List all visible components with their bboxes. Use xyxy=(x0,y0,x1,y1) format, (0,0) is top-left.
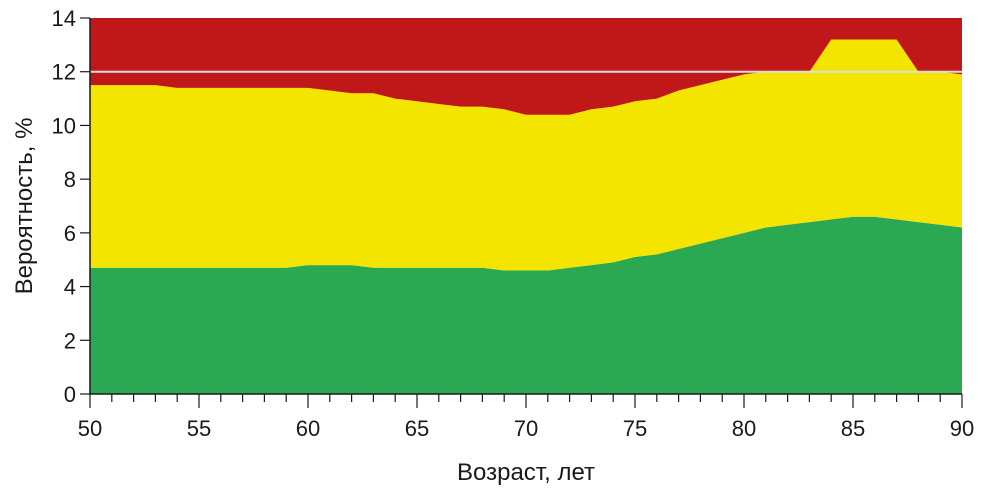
x-tick-label: 90 xyxy=(950,416,974,441)
x-ticks: 50 55 60 65 70 75 80 85 90 xyxy=(78,394,974,441)
y-tick-label: 10 xyxy=(52,113,76,138)
x-tick-label: 55 xyxy=(187,416,211,441)
y-tick-label: 12 xyxy=(52,60,76,85)
x-tick-label: 60 xyxy=(296,416,320,441)
y-tick-label: 4 xyxy=(64,275,76,300)
y-ticks: 0 2 4 6 8 10 12 14 xyxy=(52,6,90,407)
y-axis-label: Вероятность, % xyxy=(11,118,38,295)
area-series-2 xyxy=(90,39,962,271)
area-series-1 xyxy=(90,216,962,394)
y-tick-label: 2 xyxy=(64,328,76,353)
y-tick-label: 0 xyxy=(64,382,76,407)
x-tick-label: 70 xyxy=(514,416,538,441)
x-tick-label: 75 xyxy=(623,416,647,441)
x-tick-label: 65 xyxy=(405,416,429,441)
area-series-3 xyxy=(90,18,962,115)
y-tick-label: 8 xyxy=(64,167,76,192)
plot-areas xyxy=(90,18,962,394)
y-tick-label: 6 xyxy=(64,221,76,246)
x-axis-label: Возраст, лет xyxy=(457,459,595,486)
x-tick-label: 50 xyxy=(78,416,102,441)
y-tick-label: 14 xyxy=(52,6,76,31)
x-tick-label: 85 xyxy=(841,416,865,441)
x-tick-label: 80 xyxy=(732,416,756,441)
